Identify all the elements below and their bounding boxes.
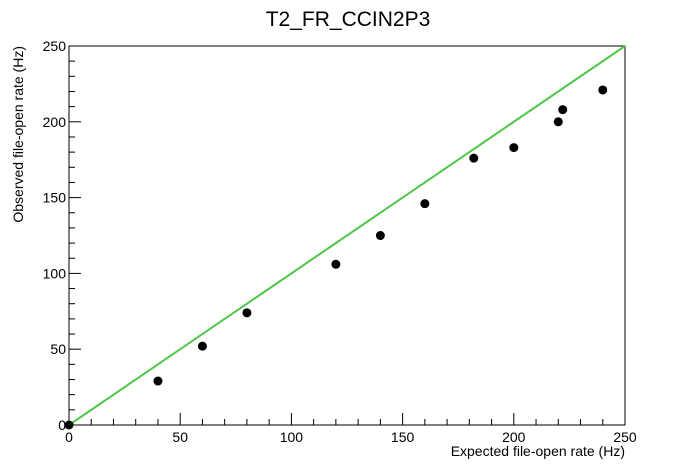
x-tick-label: 50 (172, 429, 188, 445)
data-point (509, 143, 519, 153)
x-tick-label: 250 (613, 429, 637, 445)
data-point (553, 117, 563, 127)
data-point (598, 85, 608, 95)
chart-title: T2_FR_CCIN2P3 (266, 8, 431, 31)
y-tick-label: 150 (43, 190, 67, 206)
y-tick-label: 0 (58, 417, 66, 433)
data-point (558, 105, 568, 115)
data-point (420, 199, 430, 209)
data-point (64, 420, 74, 430)
data-point (242, 308, 252, 318)
data-points (64, 85, 608, 430)
x-axis-label: Expected file-open rate (Hz) (451, 443, 625, 459)
data-point (197, 341, 207, 351)
y-tick-label: 100 (43, 265, 67, 281)
y-tick-label: 50 (50, 341, 66, 357)
data-point (469, 153, 479, 163)
x-tick-label: 200 (502, 429, 526, 445)
y-axis-label: Observed file-open rate (Hz) (10, 46, 26, 223)
x-tick-label: 0 (65, 429, 73, 445)
x-tick-label: 150 (391, 429, 415, 445)
reference-line (68, 45, 626, 426)
x-axis: 0 50 100 150 200 250 (65, 413, 637, 445)
data-point (375, 231, 385, 240)
y-tick-label: 250 (43, 38, 67, 54)
y-tick-label: 200 (43, 114, 67, 130)
data-point (331, 259, 341, 269)
y-axis: 0 50 100 150 200 250 (43, 38, 81, 433)
data-point (153, 376, 163, 386)
plot-frame (68, 45, 626, 426)
x-tick-label: 100 (280, 429, 304, 445)
